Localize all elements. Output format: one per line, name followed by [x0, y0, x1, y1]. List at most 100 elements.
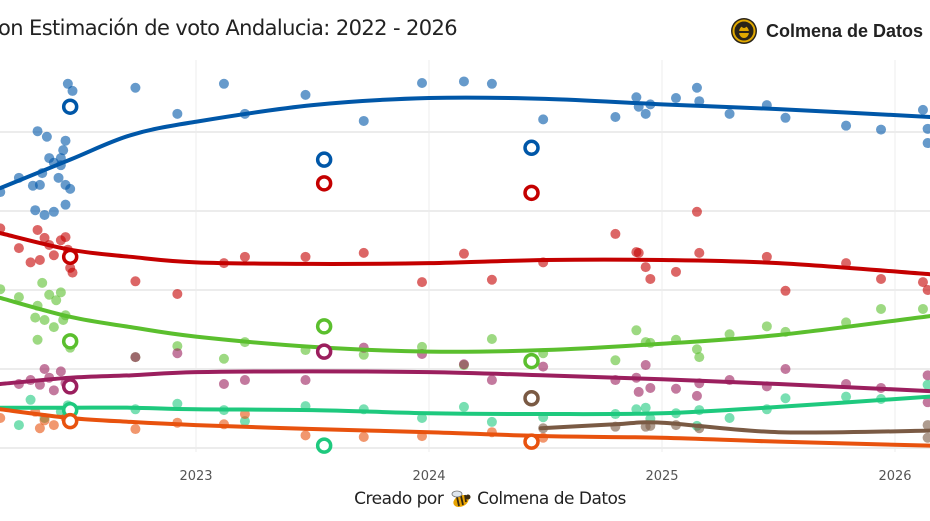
poll-point	[458, 401, 469, 412]
election-result-marker	[315, 318, 333, 335]
poll-point	[358, 349, 369, 360]
chart-title: on Estimación de voto Andalucia: 2022 - …	[0, 16, 458, 40]
poll-point	[172, 348, 183, 359]
poll-point	[417, 341, 428, 352]
bee-icon	[451, 490, 471, 508]
poll-point	[694, 352, 705, 363]
poll-point	[922, 432, 930, 443]
poll-point	[300, 89, 311, 100]
poll-point	[780, 112, 791, 123]
poll-point	[876, 124, 887, 135]
poll-point	[48, 322, 59, 333]
poll-point	[239, 416, 250, 427]
poll-point	[922, 285, 930, 295]
poll-point	[631, 92, 642, 103]
poll-point	[917, 303, 928, 314]
bee-logo-icon	[731, 18, 757, 44]
poll-point	[13, 420, 24, 431]
poll-point	[58, 145, 69, 156]
poll-point	[458, 248, 469, 259]
election-result-marker	[61, 98, 79, 115]
poll-point	[691, 82, 702, 93]
poll-point	[670, 383, 681, 394]
poll-point	[876, 303, 887, 314]
poll-point	[130, 276, 141, 287]
poll-point	[486, 375, 497, 386]
x-tick-label: 2024	[412, 469, 445, 484]
trend-line	[0, 394, 930, 417]
poll-point	[53, 172, 64, 183]
election-result-marker	[61, 333, 79, 350]
poll-point	[60, 199, 71, 210]
poll-point	[130, 424, 141, 435]
poll-point	[486, 78, 497, 89]
election-result-marker	[315, 175, 333, 192]
poll-point	[34, 423, 45, 434]
brand-name: Colmena de Datos	[766, 20, 924, 41]
poll-point	[172, 108, 183, 119]
poll-point	[691, 390, 702, 401]
poll-point	[640, 262, 651, 273]
poll-point	[640, 402, 651, 413]
poll-point	[358, 431, 369, 442]
footer-brand: Colmena de Datos	[477, 489, 626, 509]
poll-point	[761, 321, 772, 332]
poll-point	[172, 288, 183, 299]
poll-point	[694, 96, 705, 107]
poll-point	[44, 289, 55, 300]
poll-point	[65, 183, 76, 194]
poll-point	[645, 382, 656, 393]
poll-point	[640, 108, 651, 119]
election-result-marker	[315, 151, 333, 168]
election-result-marker	[315, 437, 333, 454]
election-result-marker	[61, 378, 79, 395]
election-result-marker	[523, 139, 540, 157]
poll-point	[922, 397, 930, 408]
poll-point	[239, 375, 250, 386]
poll-point	[917, 104, 928, 115]
poll-point	[48, 420, 59, 431]
poll-point	[724, 329, 735, 340]
poll-point	[841, 120, 852, 131]
poll-point	[34, 254, 45, 265]
poll-point	[32, 334, 43, 345]
poll-point	[172, 341, 183, 352]
poll-point	[218, 353, 229, 364]
poll-point	[922, 370, 930, 381]
election-result-marker	[523, 184, 540, 202]
poll-point	[922, 123, 930, 134]
poll-point	[30, 205, 41, 216]
poll-point	[39, 209, 50, 220]
poll-point	[841, 391, 852, 402]
poll-point	[218, 379, 229, 390]
poll-point	[780, 364, 791, 374]
poll-point	[39, 364, 50, 374]
poll-point	[538, 361, 549, 372]
poll-point	[633, 247, 644, 258]
election-result-marker	[523, 352, 540, 370]
poll-point	[32, 224, 43, 235]
poll-point	[486, 416, 497, 427]
poll-point	[239, 251, 250, 262]
poll-point	[30, 312, 41, 323]
poll-point	[48, 250, 59, 261]
election-result-marker	[523, 433, 540, 450]
poll-point	[25, 394, 36, 405]
poll-point	[130, 82, 141, 93]
poll-point	[724, 412, 735, 423]
poll-point	[486, 333, 497, 344]
poll-point	[724, 108, 735, 119]
poll-point	[691, 206, 702, 217]
election-results	[61, 98, 540, 454]
poll-point	[300, 251, 311, 262]
poll-point	[694, 247, 705, 258]
poll-point	[645, 273, 656, 284]
poll-point	[0, 223, 6, 234]
poll-point	[48, 385, 59, 396]
poll-point	[358, 247, 369, 258]
poll-point	[27, 180, 38, 191]
trend-line	[0, 369, 930, 394]
poll-point	[780, 285, 791, 296]
poll-point	[60, 232, 71, 243]
election-result-marker	[523, 389, 540, 407]
